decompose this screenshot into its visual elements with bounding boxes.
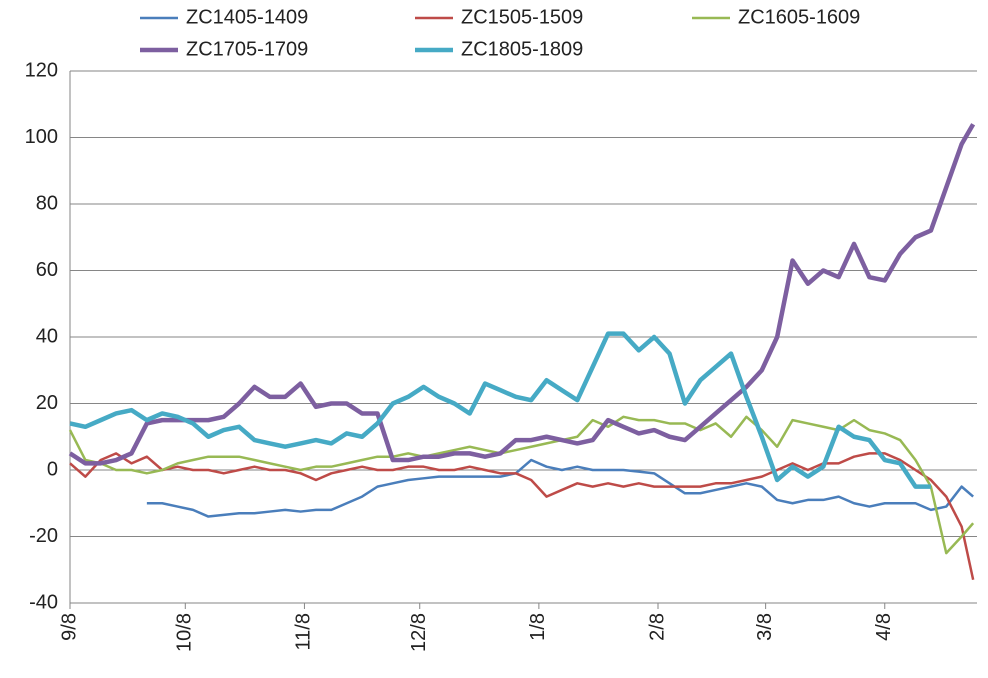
series-line <box>146 458 974 518</box>
legend-label: ZC1505-1509 <box>461 6 583 28</box>
x-tick-label: 12/8 <box>408 613 430 652</box>
x-tick-label: 4/8 <box>873 613 895 641</box>
x-tick-label: 1/8 <box>527 613 549 641</box>
y-tick-label: 100 <box>25 126 58 148</box>
y-tick-label: -20 <box>29 525 58 547</box>
series-line <box>68 415 975 555</box>
x-tick-label: 9/8 <box>58 613 80 641</box>
x-tick-label: 3/8 <box>754 613 776 641</box>
y-tick-label: 60 <box>36 259 58 281</box>
y-tick-label: -40 <box>29 591 58 613</box>
y-tick-label: 120 <box>25 59 58 81</box>
legend-label: ZC1705-1709 <box>186 38 308 60</box>
legend-label: ZC1405-1409 <box>186 6 308 28</box>
y-tick-label: 0 <box>47 458 58 480</box>
y-tick-label: 20 <box>36 392 58 414</box>
x-tick-label: 10/8 <box>174 613 196 652</box>
legend-label: ZC1605-1609 <box>738 6 860 28</box>
legend-label: ZC1805-1809 <box>461 38 583 60</box>
series-line <box>68 123 976 466</box>
y-tick-label: 40 <box>36 325 58 347</box>
x-tick-label: 11/8 <box>293 613 315 650</box>
y-tick-label: 80 <box>36 192 58 214</box>
series-line <box>69 331 931 489</box>
x-tick-label: 2/8 <box>646 613 668 641</box>
